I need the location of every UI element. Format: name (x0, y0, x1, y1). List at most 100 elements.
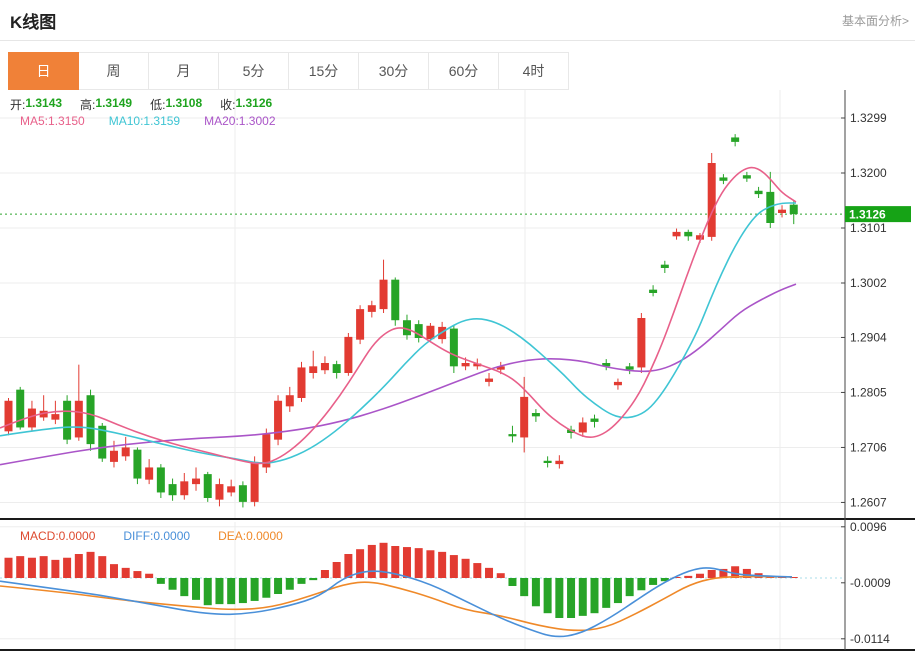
tab-period-5[interactable]: 30分 (359, 52, 429, 90)
candle-body (39, 410, 48, 418)
tab-period-2[interactable]: 月 (149, 52, 219, 90)
candle-body (602, 363, 611, 367)
candle-body (625, 366, 634, 370)
candle-body (250, 461, 259, 502)
macd-hist-bar (4, 557, 13, 578)
macd-hist-bar (320, 570, 329, 578)
tab-period-4[interactable]: 15分 (289, 52, 359, 90)
macd-hist-bar (402, 547, 411, 578)
candle-body (508, 434, 517, 437)
candle-body (461, 363, 470, 367)
candle-body (168, 484, 177, 496)
price-axis-label: 1.2607 (850, 495, 887, 509)
candle-body (684, 231, 693, 237)
macd-hist-bar (309, 578, 318, 581)
macd-hist-bar (426, 550, 435, 578)
period-tabbar: 日周月 5分 15分 30分 60分 4时 (8, 52, 569, 90)
current-price-badge-text: 1.3126 (849, 208, 886, 222)
candle-body (672, 231, 681, 237)
macd-axis-label: 0.0096 (850, 520, 887, 534)
macd-hist-bar (51, 559, 60, 578)
candle-body (578, 422, 587, 433)
diff-line (0, 567, 793, 638)
macd-hist-bar (590, 578, 599, 614)
candle-body (660, 264, 669, 268)
macd-hist-bar (660, 578, 669, 582)
price-axis-label: 1.3101 (850, 221, 887, 235)
candle-body (297, 367, 306, 398)
candle-body (742, 175, 751, 179)
macd-hist-bar (695, 573, 704, 578)
candle-body (145, 467, 154, 480)
candle-body (426, 325, 435, 340)
candle-body (367, 305, 376, 312)
price-axis-label: 1.2904 (850, 330, 887, 344)
candle-body (402, 320, 411, 336)
candle-body (649, 289, 658, 293)
macd-axis-label: -0.0009 (850, 576, 891, 590)
candle-body (98, 425, 107, 459)
candle-body (192, 478, 201, 485)
macd-hist-bar (578, 578, 587, 616)
macd-hist-bar (156, 578, 165, 584)
fundamental-analysis-link[interactable]: 基本面分析> (841, 14, 909, 28)
candle-body (51, 414, 60, 420)
candle-body (731, 137, 740, 142)
candle-body (63, 400, 72, 440)
ma10-line (0, 202, 796, 464)
tab-period-7[interactable]: 4时 (499, 52, 569, 90)
macd-hist-bar (531, 578, 540, 607)
candle-body (16, 389, 25, 428)
macd-hist-bar (168, 578, 177, 590)
macd-hist-bar (520, 578, 529, 597)
candle-body (86, 395, 95, 445)
macd-hist-bar (485, 567, 494, 578)
macd-hist-bar (238, 578, 247, 604)
candle-body (227, 486, 236, 493)
dea-line (0, 575, 793, 632)
macd-hist-bar (215, 578, 224, 605)
candle-body (719, 177, 728, 181)
tab-period-3[interactable]: 5分 (219, 52, 289, 90)
tab-period-1[interactable]: 周 (79, 52, 149, 90)
candle-body (414, 324, 423, 338)
tab-period-6[interactable]: 60分 (429, 52, 499, 90)
macd-hist-bar (707, 570, 716, 578)
macd-hist-bar (637, 578, 646, 591)
candle-body (613, 381, 622, 386)
candle-body (778, 209, 787, 213)
macd-hist-bar (414, 548, 423, 578)
candle-body (274, 400, 283, 440)
candle-body (356, 309, 365, 340)
candle-body (309, 366, 318, 373)
candle-body (4, 400, 13, 432)
macd-hist-bar (391, 546, 400, 578)
macd-hist-bar (789, 577, 798, 578)
macd-hist-bar (367, 544, 376, 578)
macd-hist-bar (274, 578, 283, 594)
macd-hist-bar (180, 578, 189, 597)
candle-body (707, 163, 716, 237)
macd-hist-bar (27, 557, 36, 578)
macd-hist-bar (145, 573, 154, 578)
tab-period-0[interactable]: 日 (8, 52, 79, 90)
candle-body (133, 449, 142, 479)
macd-axis-label: -0.0114 (850, 632, 890, 646)
ma20-line (0, 283, 797, 466)
candle-body (449, 328, 458, 367)
candle-body (496, 366, 505, 370)
macd-hist-bar (508, 578, 517, 586)
candle-body (238, 485, 247, 502)
candle-body (156, 467, 165, 493)
header-divider (0, 40, 915, 41)
macd-hist-bar (461, 558, 470, 578)
candle-body (379, 279, 388, 310)
macd-hist-bar (16, 556, 25, 578)
candle-body (121, 447, 130, 457)
macd-hist-bar (262, 578, 271, 598)
candle-body (485, 378, 494, 382)
candle-body (320, 363, 329, 371)
macd-hist-bar (74, 554, 83, 578)
price-axis-label: 1.3299 (850, 111, 887, 125)
